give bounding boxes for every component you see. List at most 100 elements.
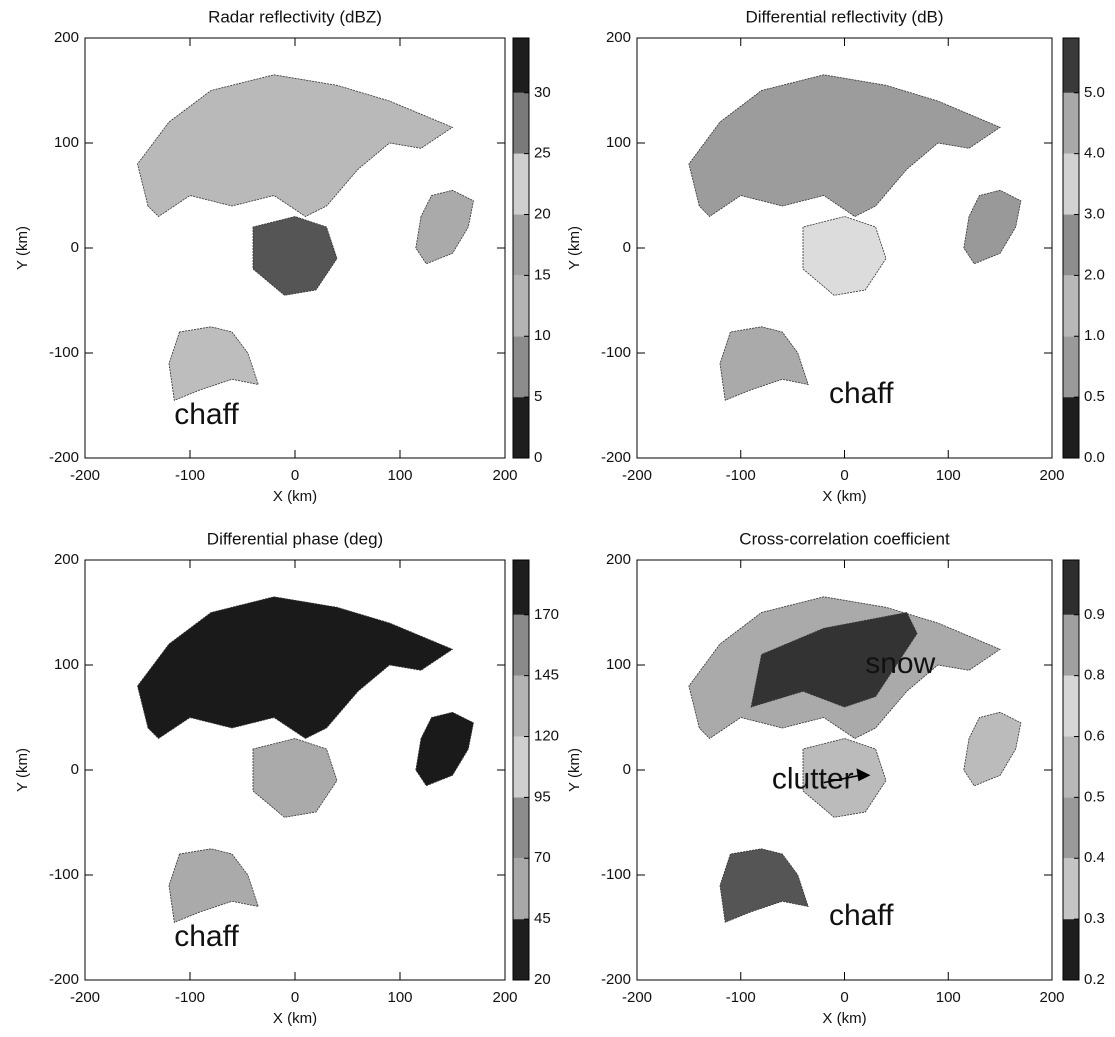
colorbar-band bbox=[1063, 560, 1079, 615]
x-tick-label: -200 bbox=[70, 467, 100, 484]
colorbar-tick-label: 0.5 bbox=[1084, 388, 1105, 405]
y-tick-label: -200 bbox=[49, 971, 79, 988]
x-tick-label: 0 bbox=[291, 467, 299, 484]
panel: Differential reflectivity (dB) X (km) Y (k… bbox=[566, 7, 1105, 504]
echo-region bbox=[252, 738, 338, 818]
x-tick-label: 0 bbox=[840, 989, 848, 1006]
colorbar-band bbox=[1063, 92, 1079, 154]
echo-region bbox=[137, 74, 454, 218]
panel: Radar reflectivity (dBZ) X (km) Y (km) -200… bbox=[14, 7, 551, 504]
colorbar-band bbox=[513, 275, 529, 337]
x-axis-label: X (km) bbox=[273, 488, 317, 505]
colorbar-band bbox=[513, 153, 529, 215]
annotation: chaff bbox=[174, 920, 239, 953]
panel-title: Differential reflectivity (dB) bbox=[745, 7, 943, 26]
y-tick-label: 200 bbox=[54, 551, 79, 568]
colorbar-frame bbox=[512, 559, 530, 981]
colorbar-band bbox=[1063, 736, 1079, 798]
echo-region bbox=[137, 596, 454, 740]
y-tick-label: -200 bbox=[49, 449, 79, 466]
colorbar-tick-label: 0.5 bbox=[1084, 788, 1105, 805]
colorbar-band bbox=[1063, 614, 1079, 676]
y-tick-label: 100 bbox=[606, 656, 631, 673]
echo-region bbox=[750, 612, 918, 708]
colorbar-band bbox=[1063, 38, 1079, 93]
echo-region bbox=[719, 326, 809, 401]
colorbar-band bbox=[513, 675, 529, 737]
colorbar-band bbox=[513, 214, 529, 276]
colorbar-frame bbox=[1062, 559, 1080, 981]
y-axis-label: Y (km) bbox=[14, 226, 31, 270]
y-axis-label: Y (km) bbox=[566, 226, 583, 270]
y-tick-label: 100 bbox=[606, 134, 631, 151]
colorbar-band bbox=[513, 92, 529, 154]
y-tick-label: 0 bbox=[623, 761, 631, 778]
colorbar-tick-label: 145 bbox=[534, 667, 559, 684]
colorbar-tick-label: 70 bbox=[534, 849, 551, 866]
x-tick-label: 200 bbox=[492, 989, 517, 1006]
y-tick-label: -100 bbox=[601, 866, 631, 883]
colorbar-tick-label: 5 bbox=[534, 388, 542, 405]
colorbar-tick-label: 0.2 bbox=[1084, 971, 1105, 988]
colorbar-tick-label: 0.4 bbox=[1084, 849, 1105, 866]
panel: Cross-correlation coefficient X (km) Y (km… bbox=[566, 529, 1105, 1026]
colorbar-tick-label: 25 bbox=[534, 145, 551, 162]
colorbar-tick-label: 0.9 bbox=[1084, 606, 1105, 623]
x-tick-label: 200 bbox=[1039, 467, 1064, 484]
colorbar-band bbox=[513, 560, 529, 615]
x-tick-label: -100 bbox=[175, 467, 205, 484]
annotation: snow bbox=[865, 647, 935, 680]
annotation: chaff bbox=[829, 377, 894, 410]
colorbar-frame bbox=[1062, 37, 1080, 459]
x-axis-label: X (km) bbox=[822, 1010, 866, 1027]
y-tick-label: 200 bbox=[606, 29, 631, 46]
x-tick-label: 100 bbox=[936, 989, 961, 1006]
colorbar-band bbox=[1063, 675, 1079, 737]
echo-region bbox=[415, 711, 474, 787]
y-tick-label: 200 bbox=[54, 29, 79, 46]
colorbar-tick-label: 95 bbox=[534, 788, 551, 805]
colorbar-band bbox=[513, 797, 529, 859]
colorbar-band bbox=[1063, 397, 1079, 458]
x-axis-label: X (km) bbox=[273, 1010, 317, 1027]
x-axis-label: X (km) bbox=[822, 488, 866, 505]
echo-region bbox=[963, 189, 1022, 265]
colorbar-tick-label: 120 bbox=[534, 727, 559, 744]
colorbar-band bbox=[513, 336, 529, 398]
echo-region bbox=[963, 711, 1022, 787]
y-tick-label: 100 bbox=[54, 656, 79, 673]
colorbar-band bbox=[513, 919, 529, 980]
x-tick-label: -100 bbox=[726, 989, 756, 1006]
colorbar-band bbox=[1063, 858, 1079, 920]
colorbar-tick-label: 170 bbox=[534, 606, 559, 623]
colorbar-band bbox=[513, 614, 529, 676]
panel-title: Radar reflectivity (dBZ) bbox=[208, 7, 382, 26]
x-tick-label: 200 bbox=[492, 467, 517, 484]
x-tick-label: 200 bbox=[1039, 989, 1064, 1006]
echo-region bbox=[688, 74, 1001, 218]
echo-region bbox=[719, 848, 809, 923]
annotation: chaff bbox=[829, 899, 894, 932]
x-tick-label: -200 bbox=[70, 989, 100, 1006]
colorbar-tick-label: 20 bbox=[534, 205, 551, 222]
colorbar-tick-label: 2.0 bbox=[1084, 266, 1105, 283]
x-tick-label: 0 bbox=[840, 467, 848, 484]
panel-title: Differential phase (deg) bbox=[207, 529, 383, 548]
annotation: chaff bbox=[174, 398, 239, 431]
colorbar-band bbox=[513, 38, 529, 93]
colorbar-tick-label: 0 bbox=[534, 449, 542, 466]
x-tick-label: 100 bbox=[387, 467, 412, 484]
colorbar-band bbox=[513, 397, 529, 458]
colorbar-band bbox=[513, 858, 529, 920]
x-tick-label: 100 bbox=[936, 467, 961, 484]
colorbar-tick-label: 3.0 bbox=[1084, 205, 1105, 222]
annotation-arrowhead bbox=[856, 768, 871, 782]
y-tick-label: -100 bbox=[49, 344, 79, 361]
colorbar-band bbox=[513, 736, 529, 798]
colorbar-band bbox=[1063, 214, 1079, 276]
y-axis-label: Y (km) bbox=[566, 748, 583, 792]
panel: Differential phase (deg) X (km) Y (km) -200… bbox=[14, 529, 559, 1026]
x-tick-label: 100 bbox=[387, 989, 412, 1006]
x-tick-label: -200 bbox=[622, 989, 652, 1006]
